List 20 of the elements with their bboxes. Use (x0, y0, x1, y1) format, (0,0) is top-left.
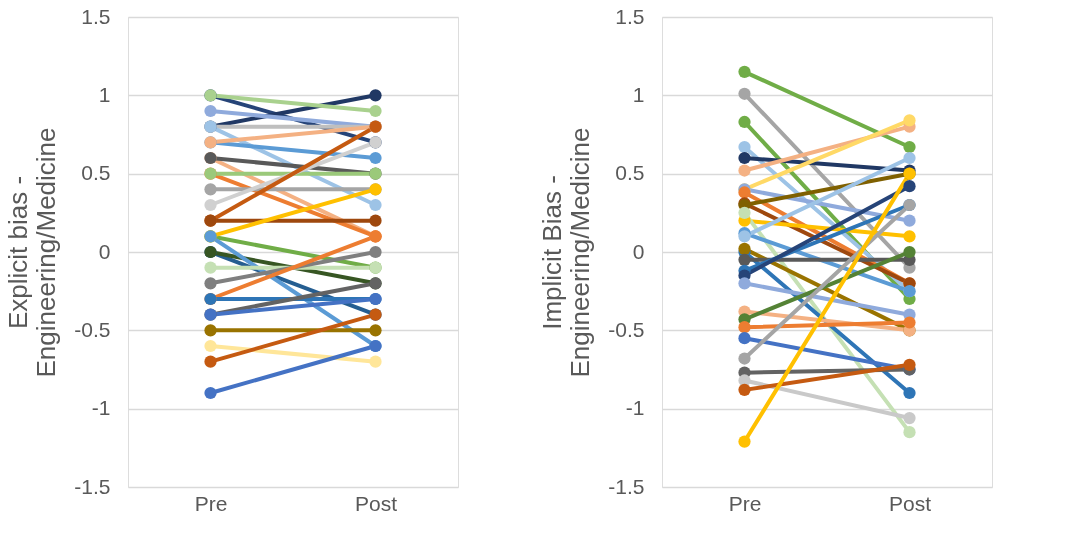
y-tick-label: 0 (632, 239, 645, 263)
y-tick-label: -1.5 (608, 474, 645, 498)
y-tick-label: 0 (98, 239, 111, 263)
y-tick-label: -0.5 (74, 317, 111, 341)
y-tick-label: 1.5 (81, 4, 111, 28)
y-axis-title: Implicit Bias - Engineering/Medicine (537, 127, 596, 378)
x-tick-label: Post (888, 491, 932, 515)
y-tick-label: 1 (632, 82, 645, 106)
y-tick-label: -1 (625, 396, 645, 420)
y-tick-label: 0.5 (615, 161, 645, 185)
y-tick-label: 1 (98, 82, 111, 106)
y-tick-label: 0.5 (81, 161, 111, 185)
y-tick-label: -0.5 (608, 317, 645, 341)
y-axis-title: Explicit bias - Engineering/Medicine (3, 127, 62, 378)
x-tick-label: Pre (728, 491, 762, 515)
x-tick-label: Post (354, 491, 398, 515)
x-tick-label: Pre (194, 491, 228, 515)
y-tick-label: -1 (91, 396, 111, 420)
y-tick-label: 1.5 (615, 4, 645, 28)
y-tick-label: -1.5 (74, 474, 111, 498)
